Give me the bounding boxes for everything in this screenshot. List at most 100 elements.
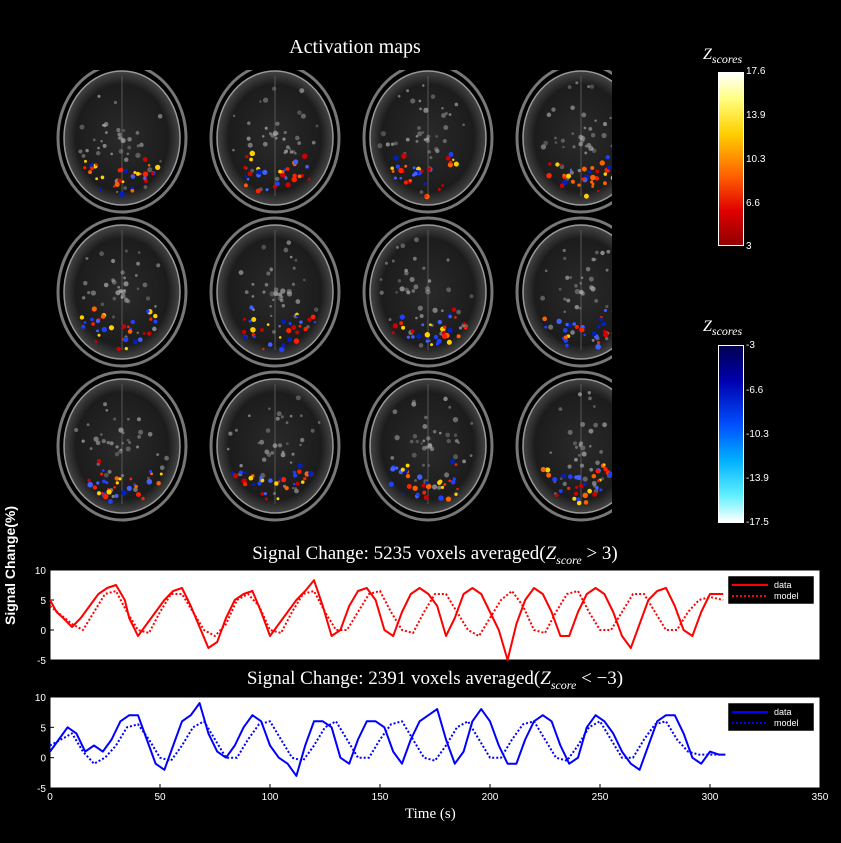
tissue-speck [112, 296, 117, 301]
activation-voxel [603, 181, 607, 186]
tissue-speck [377, 143, 383, 149]
tissue-speck [268, 132, 273, 136]
activation-voxel [147, 164, 151, 167]
colorbar-negative-tick: -3 [746, 340, 755, 351]
tissue-speck [572, 441, 578, 446]
activation-voxel [416, 333, 422, 339]
activation-voxel [102, 493, 109, 500]
activation-voxel [405, 473, 411, 479]
activation-voxel [83, 166, 87, 170]
tissue-speck [400, 243, 406, 249]
activation-voxel [594, 176, 600, 181]
y-tick-label: -5 [37, 784, 46, 795]
activation-voxel [425, 337, 428, 341]
activation-voxel [546, 472, 552, 478]
activation-voxel [291, 176, 297, 183]
activation-voxel [281, 319, 287, 325]
tissue-speck [567, 85, 572, 90]
tissue-speck [602, 122, 608, 127]
activation-voxel [572, 322, 576, 326]
activation-voxel [96, 491, 102, 496]
tissue-speck [111, 279, 117, 285]
tissue-speck [159, 465, 165, 471]
tissue-speck [284, 149, 288, 154]
tissue-speck [415, 439, 419, 444]
activation-voxel [151, 171, 155, 176]
tissue-speck [123, 289, 127, 292]
activation-voxel [605, 155, 610, 160]
activation-voxel [155, 164, 161, 171]
activation-voxel [121, 180, 125, 184]
activation-voxel [296, 314, 299, 318]
activation-voxel [149, 469, 153, 474]
activation-voxel [413, 171, 418, 176]
tissue-speck [448, 113, 452, 116]
activation-voxel [277, 480, 281, 483]
tissue-speck [134, 274, 138, 277]
tissue-speck [268, 407, 271, 410]
activation-voxel [577, 183, 581, 187]
activation-voxel [126, 485, 132, 491]
colorbar-negative-title: Zscores [703, 318, 743, 339]
tissue-speck [458, 326, 463, 330]
activation-voxel [412, 166, 416, 170]
activation-voxel [249, 150, 256, 157]
tissue-speck [272, 298, 275, 302]
tissue-speck [582, 476, 588, 482]
activation-voxel [400, 467, 405, 472]
series-line-data [49, 579, 724, 661]
tissue-speck [164, 455, 169, 461]
tissue-speck [588, 396, 592, 401]
activation-voxel [274, 481, 279, 486]
activation-voxel [596, 324, 601, 329]
chart-legend [727, 702, 815, 732]
tissue-speck [380, 131, 387, 137]
tissue-speck [115, 445, 119, 449]
activation-voxel [450, 479, 456, 485]
tissue-speck [424, 415, 428, 420]
tissue-speck [385, 261, 388, 265]
activation-voxel [123, 168, 128, 174]
activation-voxel [552, 476, 558, 483]
tissue-speck [588, 444, 592, 448]
activation-voxel [307, 178, 311, 181]
activation-voxel [101, 469, 105, 472]
activation-voxel [559, 163, 563, 167]
tissue-speck [567, 464, 572, 469]
tissue-speck [286, 442, 289, 445]
activation-voxel [391, 331, 395, 335]
tissue-speck [563, 310, 566, 314]
tissue-speck [579, 290, 584, 295]
tissue-speck [415, 134, 419, 138]
activation-voxel [115, 481, 119, 485]
activation-voxel [590, 174, 596, 181]
activation-voxel [280, 476, 287, 483]
tissue-speck [280, 288, 286, 294]
activation-voxel [153, 319, 158, 324]
activation-voxel [562, 173, 566, 177]
tissue-speck [594, 258, 597, 261]
activation-voxel [421, 323, 425, 327]
activation-voxel [278, 336, 282, 339]
tissue-speck [562, 481, 567, 487]
tissue-speck [580, 422, 586, 427]
tissue-speck [109, 441, 114, 446]
activation-voxel [398, 167, 404, 174]
tissue-speck [418, 343, 424, 348]
activation-voxel [440, 485, 445, 490]
tissue-speck [412, 256, 417, 261]
tissue-speck [591, 338, 595, 342]
activation-voxel [438, 495, 444, 501]
tissue-speck [562, 145, 565, 149]
activation-voxel [404, 164, 408, 168]
tissue-speck [303, 278, 306, 282]
tissue-speck [120, 137, 126, 144]
activation-voxel [451, 307, 457, 312]
tissue-speck [443, 396, 448, 402]
brain-slice [515, 216, 647, 368]
tissue-speck [592, 405, 596, 408]
activation-voxel [133, 483, 136, 486]
activation-voxel [276, 497, 280, 501]
activation-voxel [118, 477, 122, 481]
tissue-speck [393, 141, 398, 146]
